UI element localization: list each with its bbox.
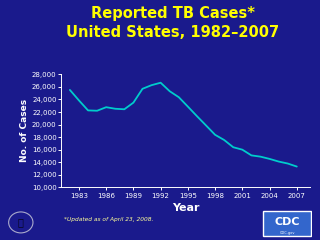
- Text: United States, 1982–2007: United States, 1982–2007: [66, 25, 279, 40]
- Text: CDC.gov: CDC.gov: [279, 231, 295, 235]
- Text: Reported TB Cases*: Reported TB Cases*: [91, 6, 255, 21]
- X-axis label: Year: Year: [172, 203, 199, 213]
- Y-axis label: No. of Cases: No. of Cases: [20, 99, 29, 162]
- Text: CDC: CDC: [275, 217, 300, 228]
- Text: *Updated as of April 23, 2008.: *Updated as of April 23, 2008.: [64, 217, 153, 222]
- FancyBboxPatch shape: [263, 211, 311, 236]
- Text: 🦅: 🦅: [18, 217, 24, 228]
